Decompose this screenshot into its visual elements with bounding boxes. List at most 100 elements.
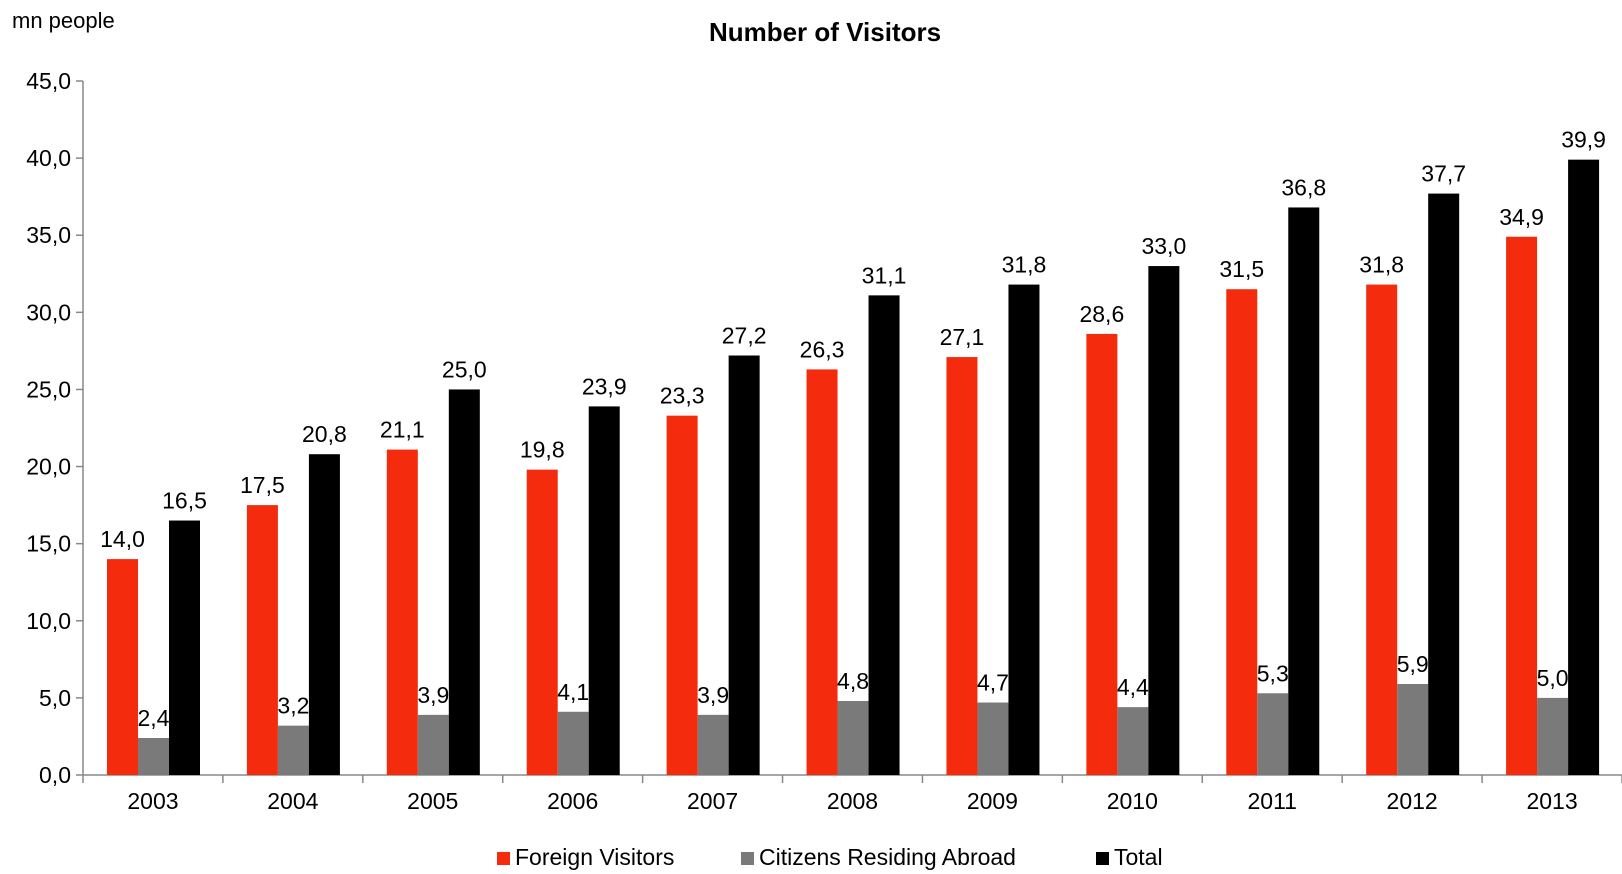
bar-2-1 [308,454,340,775]
bar-2-7 [1148,266,1180,775]
x-tick-label: 2008 [827,788,878,814]
data-label: 23,9 [582,373,627,399]
y-tick-label: 0,0 [39,762,71,788]
x-tick-label: 2010 [1107,788,1158,814]
data-label: 20,8 [302,421,347,447]
data-label: 2,4 [138,705,170,731]
data-label: 5,0 [1537,665,1569,691]
bars [107,159,1600,776]
bar-1-6 [977,702,1009,775]
bar-1-10 [1537,697,1569,775]
bar-0-0 [107,559,138,775]
data-label: 31,1 [862,262,907,288]
data-label: 4,8 [837,668,869,694]
legend-label: Total [1114,844,1163,870]
legend-label: Citizens Residing Abroad [759,844,1016,870]
y-axis: 0,0 5,0 10,0 15,0 20,0 25,0 30,0 35,0 40,0 45,0 [26,68,84,788]
data-label: 4,1 [557,679,589,705]
data-label: 33,0 [1141,233,1186,259]
y-tick-label: 30,0 [26,299,71,325]
legend: Foreign Visitors Citizens Residing Abroad… [497,844,1163,870]
bar-2-2 [448,389,480,775]
bar-1-1 [277,725,309,775]
x-tick-label: 2011 [1247,788,1296,814]
x-tick-label: 2009 [967,788,1018,814]
y-tick-label: 25,0 [26,376,71,402]
x-tick-label: 2003 [127,788,178,814]
bar-2-6 [1008,284,1040,775]
data-label: 34,9 [1499,204,1544,230]
data-label: 3,9 [417,682,449,708]
data-label: 36,8 [1281,174,1326,200]
bar-2-0 [169,520,200,775]
bar-1-5 [837,700,869,775]
y-tick-label: 20,0 [26,454,71,480]
legend-swatch [1096,852,1109,865]
data-label: 37,7 [1421,161,1466,187]
bar-1-8 [1257,693,1289,775]
x-tick-label: 2013 [1526,788,1577,814]
legend-swatch [741,852,754,865]
legend-label: Foreign Visitors [515,844,674,870]
bar-0-6 [946,357,978,775]
y-tick-label: 35,0 [26,222,71,248]
data-label: 26,3 [800,336,845,362]
bar-0-2 [386,449,418,775]
bar-0-8 [1226,289,1258,775]
data-label: 27,2 [722,323,767,349]
data-label: 23,3 [660,383,705,409]
data-label: 31,8 [1002,252,1047,278]
y-tick-label: 45,0 [26,68,71,94]
data-label: 39,9 [1561,127,1606,153]
bar-0-5 [806,369,838,775]
bar-0-1 [246,505,278,775]
x-tick-label: 2007 [687,788,738,814]
x-tick-label: 2004 [267,788,318,814]
bar-0-9 [1366,284,1398,775]
bar-2-3 [588,406,620,775]
y-tick-label: 10,0 [26,608,71,634]
data-label: 3,9 [697,682,729,708]
bar-1-7 [1117,707,1149,775]
chart-title: Number of Visitors [709,17,941,47]
bar-1-3 [557,711,589,775]
data-labels: 14,0 17,5 21,1 19,8 23,3 26,3 27,1 28,6 31,5 31,8… [100,127,1606,731]
x-tick-label: 2006 [547,788,598,814]
bar-1-0 [138,737,169,775]
data-label: 4,7 [977,670,1009,696]
data-label: 5,3 [1257,660,1289,686]
bar-2-5 [868,295,900,775]
data-label: 31,5 [1219,256,1264,282]
data-label: 17,5 [240,472,285,498]
data-label: 27,1 [940,324,985,350]
legend-swatch [497,852,510,865]
bar-2-10 [1568,159,1600,776]
bar-0-3 [526,469,558,775]
data-label: 3,2 [277,693,309,719]
x-tick-label: 2012 [1387,788,1438,814]
bar-0-7 [1086,333,1118,775]
bar-0-4 [666,415,698,775]
data-label: 21,1 [380,417,425,443]
y-tick-label: 5,0 [39,685,71,711]
x-axis: 2003 2004 2005 2006 2007 2008 2009 2010 2011 2012… [82,774,1622,814]
unit-label: mn people [12,8,115,33]
data-label: 16,5 [162,488,207,514]
bar-2-8 [1288,207,1320,775]
bar-2-4 [728,355,760,775]
data-label: 19,8 [520,437,565,463]
data-label: 25,0 [442,356,487,382]
y-tick-label: 40,0 [26,145,71,171]
bar-1-4 [697,714,729,775]
x-tick-label: 2005 [407,788,458,814]
data-label: 28,6 [1079,301,1124,327]
bar-1-9 [1397,684,1429,775]
data-label: 31,8 [1359,252,1404,278]
bar-2-9 [1428,193,1460,776]
data-label: 5,9 [1397,651,1429,677]
data-label: 4,4 [1117,674,1149,700]
bar-0-10 [1506,236,1538,775]
y-tick-label: 15,0 [26,531,71,557]
data-label: 14,0 [100,526,145,552]
